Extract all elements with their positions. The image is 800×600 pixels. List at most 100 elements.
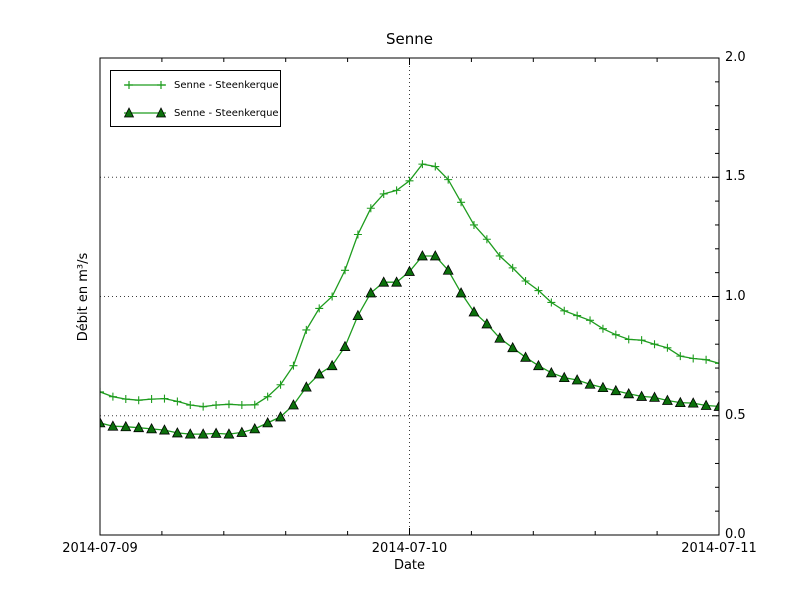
triangle-marker [184,428,196,439]
triangle-marker [365,287,377,298]
triangle-marker [133,421,145,433]
triangle-marker [249,423,261,434]
plus-marker [495,251,504,260]
plus-marker [624,335,633,344]
triangle-marker [713,400,719,411]
triangle-marker [429,250,441,261]
triangle-marker [636,390,648,401]
triangle-marker [223,428,235,439]
axes-box [99,57,720,536]
plus-marker [702,355,711,364]
triangle-marker [416,250,428,261]
legend-label-1: Senne - Steenkerque [174,79,279,91]
y-tick-label: 1.0 [725,288,746,304]
triangle-marker [700,399,712,410]
plus-marker [224,400,233,409]
plus-marker [121,395,130,404]
triangle-marker [313,368,325,379]
triangle-marker [171,427,183,438]
triangle-marker [571,374,583,385]
plus-marker [212,401,221,410]
plus-marker [315,304,324,313]
triangle-marker [610,384,622,396]
triangle-marker [455,287,467,298]
y-axis-label: Débit en m³/s [76,252,91,342]
legend-line-plus-icon [124,81,166,89]
plus-marker [405,176,414,185]
plus-marker [431,162,440,171]
plus-marker [379,189,388,198]
triangle-marker [674,396,686,408]
plus-marker [276,380,285,389]
triangle-marker [287,399,299,410]
triangle-marker [275,411,287,422]
triangle-marker [623,387,635,399]
triangle-marker [584,378,596,389]
y-tick-label: 1.5 [725,169,746,185]
plus-marker [444,175,453,184]
y-tick-label: 0.0 [725,527,746,542]
plus-marker [289,361,298,370]
triangle-marker [649,391,660,402]
legend-line-triangle-icon [123,107,167,118]
plus-marker [521,276,530,285]
triangle-marker [687,397,699,408]
triangle-marker [661,394,673,405]
plus-marker [100,387,104,396]
plus-marker [534,286,543,295]
plus-marker [366,204,375,213]
triangle-marker [236,426,248,437]
plus-marker [341,266,350,275]
plus-marker [134,396,143,405]
plus-marker [457,198,466,207]
plus-marker [573,311,582,320]
plus-marker [547,298,556,307]
triangle-marker [352,309,364,320]
triangle-marker [404,265,415,276]
triangle-marker [210,427,222,438]
plus-marker [418,160,427,169]
triangle-marker [326,359,338,371]
legend-label-2: Senne - Steenkerque [174,107,279,119]
plus-marker [173,397,182,406]
triangle-marker [262,417,274,428]
x-tick-label: 2014-07-11 [681,541,757,556]
plus-marker [328,292,337,301]
triangle-marker [159,424,170,435]
triangle-marker [100,417,106,428]
plus-marker [469,220,478,229]
plus-marker [637,336,646,345]
triangle-marker [197,428,209,439]
chart-title: Senne [386,30,433,48]
plus-marker [186,401,195,410]
triangle-marker [300,381,312,392]
legend-entry-2: Senne - Steenkerque [111,99,280,127]
plus-marker [598,324,607,333]
plus-marker [586,316,595,325]
triangle-marker [520,351,532,362]
triangle-marker [442,264,454,275]
y-tick-label: 0.5 [725,407,746,423]
plus-marker [302,325,311,334]
triangle-marker [507,341,519,353]
plus-marker [663,343,672,352]
plus-marker [237,401,246,410]
legend-entry-1: Senne - Steenkerque [111,71,280,99]
plus-marker [560,306,569,315]
plus-marker [650,340,659,349]
triangle-marker [494,332,506,343]
y-tick-label: 2.0 [725,50,746,65]
triangle-marker [120,420,132,432]
plus-marker [160,394,169,403]
triangle-marker [532,359,544,371]
triangle-marker [146,423,158,434]
triangle-marker [545,366,557,378]
triangle-marker [339,340,351,351]
triangle-marker [597,381,609,393]
plus-marker [147,395,156,404]
plus-marker [676,352,685,361]
triangle-marker [107,420,119,431]
plus-marker [199,402,208,411]
